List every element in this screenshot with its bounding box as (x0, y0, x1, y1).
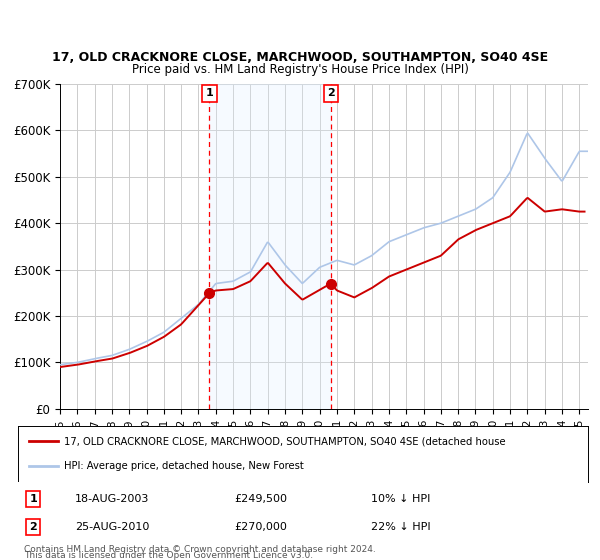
Text: HPI: Average price, detached house, New Forest: HPI: Average price, detached house, New … (64, 461, 304, 471)
Text: 1: 1 (206, 88, 213, 99)
Text: This data is licensed under the Open Government Licence v3.0.: This data is licensed under the Open Gov… (24, 551, 313, 560)
Text: 2: 2 (327, 88, 335, 99)
Text: Contains HM Land Registry data © Crown copyright and database right 2024.: Contains HM Land Registry data © Crown c… (24, 544, 376, 554)
Text: 22% ↓ HPI: 22% ↓ HPI (371, 522, 431, 532)
Text: 10% ↓ HPI: 10% ↓ HPI (371, 494, 431, 504)
Text: £270,000: £270,000 (235, 522, 287, 532)
Text: 17, OLD CRACKNORE CLOSE, MARCHWOOD, SOUTHAMPTON, SO40 4SE (detached house: 17, OLD CRACKNORE CLOSE, MARCHWOOD, SOUT… (64, 436, 505, 446)
Bar (209, 84, 331, 409)
Text: 2: 2 (29, 522, 37, 532)
Text: 25-AUG-2010: 25-AUG-2010 (75, 522, 149, 532)
Text: 1: 1 (29, 494, 37, 504)
Text: Price paid vs. HM Land Registry's House Price Index (HPI): Price paid vs. HM Land Registry's House … (131, 63, 469, 76)
Text: £249,500: £249,500 (235, 494, 287, 504)
Text: 18-AUG-2003: 18-AUG-2003 (75, 494, 149, 504)
Text: 17, OLD CRACKNORE CLOSE, MARCHWOOD, SOUTHAMPTON, SO40 4SE: 17, OLD CRACKNORE CLOSE, MARCHWOOD, SOUT… (52, 52, 548, 64)
